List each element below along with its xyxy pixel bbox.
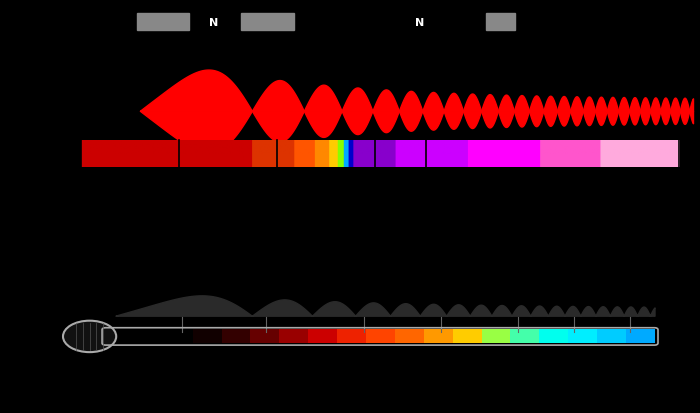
Text: N: N <box>209 18 218 28</box>
Circle shape <box>63 321 116 352</box>
Bar <box>241 14 294 31</box>
Bar <box>486 14 514 31</box>
Text: N: N <box>415 18 425 28</box>
Bar <box>136 14 189 31</box>
